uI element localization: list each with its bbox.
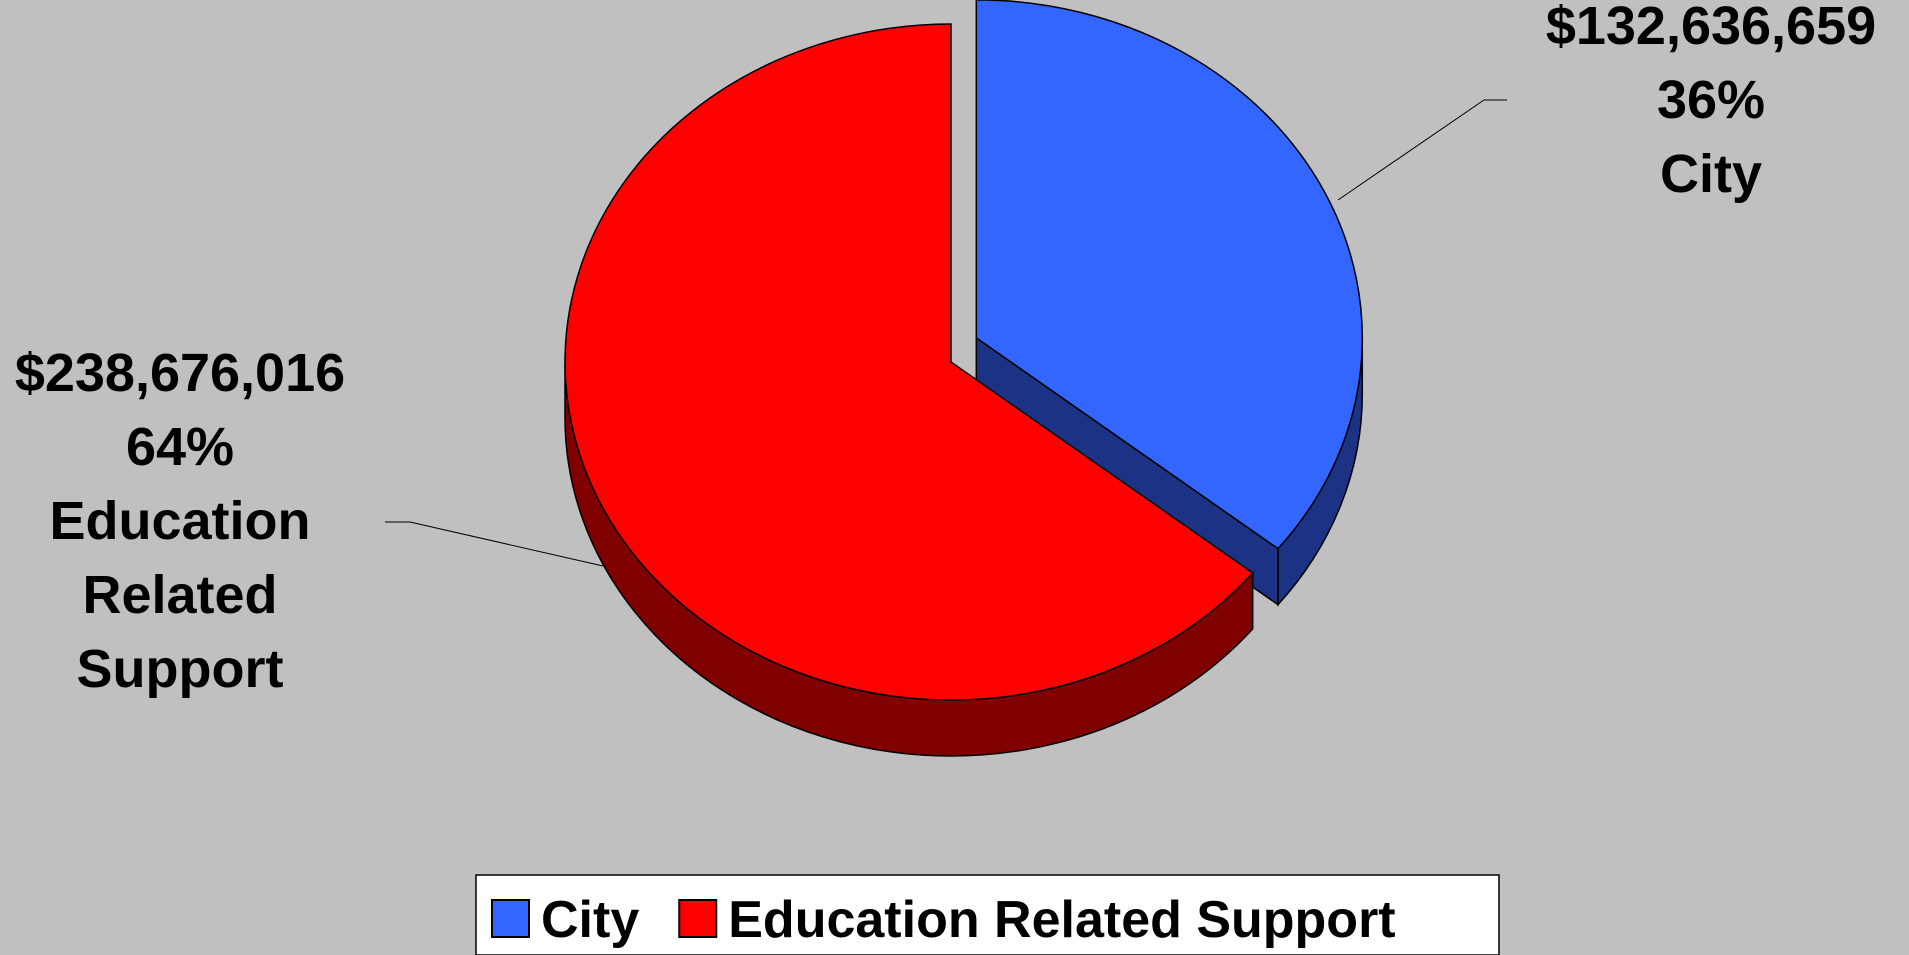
data-label-value: $238,676,016 (15, 343, 345, 403)
data-label-city: $132,636,659 36% City (1337, 0, 1876, 204)
legend-entry-education-related-support: Education Related Support (678, 891, 1396, 949)
pie-slice-education-related-support (564, 23, 1254, 757)
data-label-category: Education (49, 491, 310, 551)
pie-layer (564, 0, 1364, 757)
legend-label: City (541, 891, 639, 949)
legend-box (475, 874, 1500, 955)
leader-line (385, 521, 604, 567)
data-label-category: Related (82, 565, 277, 625)
legend-swatch (678, 899, 718, 938)
data-label-education-related-support: $238,676,016 64% Education Related Support (15, 343, 604, 699)
data-label-category: City (1660, 144, 1762, 204)
data-label-value: $132,636,659 (1546, 0, 1876, 56)
data-label-percent: 64% (126, 417, 234, 477)
data-label-percent: 36% (1657, 70, 1765, 130)
pie-slice-top (975, 0, 1364, 550)
legend-entry-city: City (491, 891, 639, 949)
pie-slice-top (564, 23, 1254, 701)
data-labels: $132,636,659 36% City $238,676,016 64% Educat… (15, 0, 1876, 699)
data-label-category: Support (77, 639, 284, 699)
legend-label: Education Related Support (728, 891, 1395, 949)
leader-line (1337, 99, 1507, 201)
legend-swatch (491, 899, 530, 938)
legend: City Education Related Support (475, 874, 1500, 955)
